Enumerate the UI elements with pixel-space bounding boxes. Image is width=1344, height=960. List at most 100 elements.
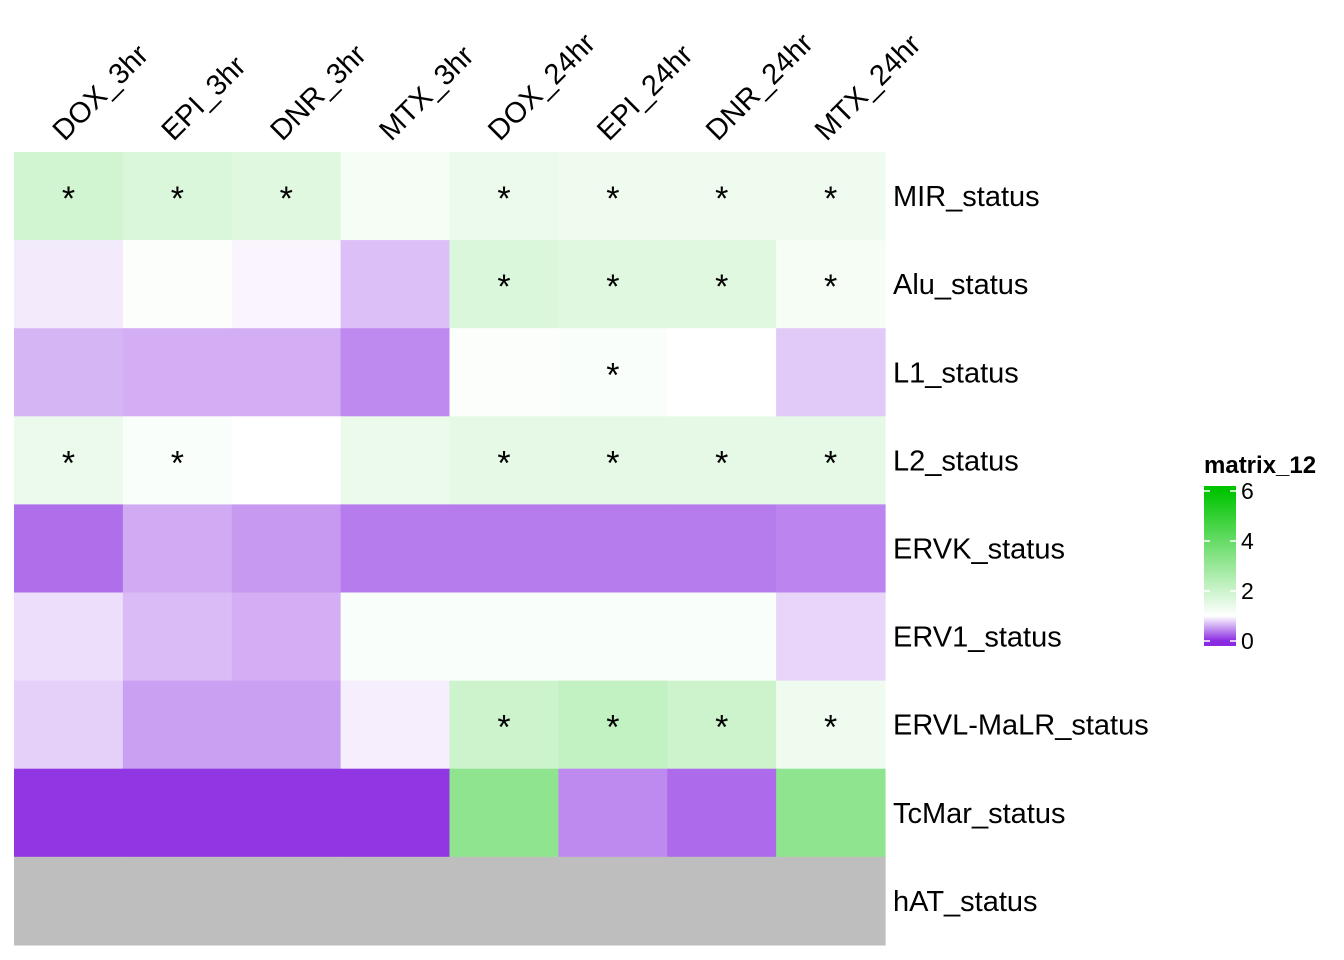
significance-star: * — [824, 180, 837, 218]
heatmap-cell — [776, 768, 886, 858]
column-label: MTX_3hr — [373, 40, 480, 147]
heatmap-cell — [667, 856, 777, 946]
column-label: DOX_3hr — [47, 39, 155, 147]
heatmap-cell — [449, 592, 559, 682]
legend-tick-label: 0 — [1241, 628, 1254, 654]
heatmap-cell — [667, 328, 777, 417]
heatmap-cell — [776, 504, 886, 594]
heatmap-cell — [14, 152, 124, 241]
heatmap-cell — [776, 240, 886, 329]
legend-title: matrix_12 — [1204, 452, 1316, 479]
heatmap-cell — [14, 416, 124, 505]
heatmap-cell — [14, 680, 124, 770]
row-label: L2_status — [893, 445, 1019, 477]
heatmap-cell — [776, 416, 886, 505]
significance-star: * — [606, 444, 619, 482]
heatmap-cell — [231, 768, 342, 858]
heatmap-cell — [231, 856, 342, 946]
heatmap-cell — [14, 240, 124, 329]
color-legend: matrix_12 6 4 2 0 — [1204, 452, 1316, 654]
significance-star: * — [606, 268, 619, 306]
row-label: Alu_status — [893, 269, 1028, 301]
significance-star: * — [606, 356, 619, 394]
significance-star: * — [824, 709, 837, 747]
heatmap-cell — [231, 680, 342, 770]
heatmap-cell — [122, 152, 233, 241]
column-label: MTX_24hr — [809, 28, 928, 147]
heatmap-cell — [14, 768, 124, 858]
heatmap-cell — [558, 152, 668, 241]
heatmap-cell — [122, 856, 233, 946]
heatmap-cell — [122, 328, 233, 417]
legend-ticks: 6 4 2 0 — [1204, 478, 1254, 654]
significance-star: * — [824, 268, 837, 306]
row-label: L1_status — [893, 357, 1019, 389]
heatmap-cell — [231, 240, 342, 329]
heatmap-cell — [558, 856, 668, 946]
heatmap-cell — [558, 504, 668, 594]
heatmap-cell — [667, 592, 777, 682]
heatmap-cell — [122, 680, 233, 770]
heatmap-cell — [558, 416, 668, 505]
heatmap-cell — [231, 416, 342, 505]
heatmap-cell — [558, 328, 668, 417]
heatmap-cell — [449, 328, 559, 417]
legend-tick-label: 4 — [1241, 528, 1254, 554]
column-label: DNR_3hr — [265, 39, 373, 147]
significance-star: * — [497, 268, 510, 306]
row-label: ERV1_status — [893, 622, 1062, 654]
heatmap-cell — [122, 240, 233, 329]
heatmap-cell — [340, 328, 451, 417]
heatmap-cell — [122, 592, 233, 682]
column-label: EPI_24hr — [591, 39, 699, 147]
heatmap-cell — [449, 680, 559, 770]
heatmap-cell — [667, 504, 777, 594]
heatmap-cell — [449, 240, 559, 329]
column-labels: DOX_3hr EPI_3hr DNR_3hr MTX_3hr DOX_24hrEPI_… — [47, 27, 928, 147]
heatmap-cell — [122, 768, 233, 858]
heatmap-cell — [449, 768, 559, 858]
heatmap-cell — [558, 680, 668, 770]
legend-tick-label: 2 — [1241, 578, 1254, 604]
significance-star: * — [715, 709, 728, 747]
row-label: ERVK_status — [893, 533, 1065, 565]
significance-star: * — [606, 180, 619, 218]
heatmap-cell — [558, 240, 668, 329]
significance-star: * — [280, 180, 293, 218]
heatmap-cell — [776, 592, 886, 682]
significance-star: * — [62, 180, 75, 218]
heatmap-cell — [776, 328, 886, 417]
column-label: DOX_24hr — [482, 27, 602, 147]
significance-star: * — [497, 444, 510, 482]
heatmap-cell — [449, 152, 559, 241]
heatmap-cell — [340, 680, 451, 770]
heatmap-cell — [667, 768, 777, 858]
significance-star: * — [62, 444, 75, 482]
heatmap-cell — [558, 768, 668, 858]
row-label: hAT_status — [893, 886, 1038, 918]
heatmap-cell — [340, 504, 451, 594]
significance-markers: * * * * * * * * * * * * * * * * * * * * * * — [62, 180, 837, 747]
heatmap-cell — [667, 680, 777, 770]
heatmap-cell — [231, 152, 342, 241]
heatmap-cell — [449, 504, 559, 594]
heatmap-cell — [231, 504, 342, 594]
heatmap-cell — [14, 592, 124, 682]
heatmap-cell — [340, 152, 451, 241]
heatmap-cell — [122, 416, 233, 505]
row-labels: MIR_status Alu_status L1_status L2_status ER… — [893, 181, 1149, 918]
heatmap-cell — [231, 592, 342, 682]
row-label: TcMar_status — [893, 798, 1065, 830]
heatmap-cell — [776, 680, 886, 770]
heatmap-cells — [14, 152, 886, 946]
heatmap-cell — [340, 592, 451, 682]
significance-star: * — [824, 444, 837, 482]
column-label: DNR_24hr — [700, 27, 820, 147]
heatmap-cell — [449, 856, 559, 946]
significance-star: * — [715, 268, 728, 306]
heatmap-cell — [340, 240, 451, 329]
significance-star: * — [715, 180, 728, 218]
heatmap-cell — [776, 856, 886, 946]
significance-star: * — [171, 444, 184, 482]
heatmap-cell — [14, 504, 124, 594]
